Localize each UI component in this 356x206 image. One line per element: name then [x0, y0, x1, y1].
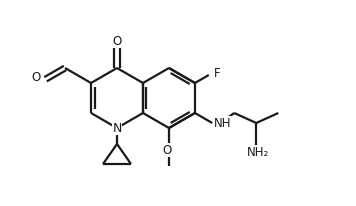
Text: N: N	[112, 122, 122, 135]
Text: F: F	[214, 67, 220, 80]
Text: O: O	[112, 34, 122, 48]
Text: NH: NH	[214, 117, 232, 130]
Text: NH₂: NH₂	[247, 145, 269, 158]
Text: O: O	[31, 71, 41, 84]
Text: O: O	[162, 144, 172, 157]
